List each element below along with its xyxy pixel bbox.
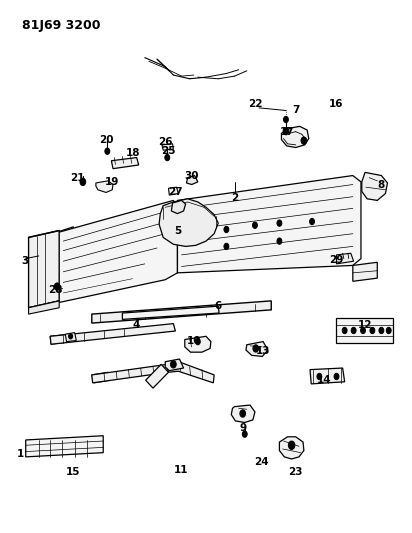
Polygon shape: [353, 262, 377, 281]
Circle shape: [68, 334, 73, 339]
Text: 4: 4: [133, 320, 140, 330]
Text: 17: 17: [280, 127, 295, 136]
Polygon shape: [92, 372, 110, 383]
Text: 3: 3: [21, 256, 28, 266]
Polygon shape: [92, 365, 169, 383]
Polygon shape: [162, 144, 173, 150]
Circle shape: [309, 219, 314, 225]
Circle shape: [370, 327, 375, 334]
Text: 6: 6: [215, 301, 222, 311]
Circle shape: [277, 220, 282, 227]
Circle shape: [171, 361, 176, 368]
Polygon shape: [231, 405, 255, 423]
Polygon shape: [186, 175, 198, 184]
Polygon shape: [178, 175, 361, 273]
Text: 23: 23: [288, 467, 303, 477]
Text: 19: 19: [105, 177, 119, 187]
Polygon shape: [96, 181, 113, 192]
Polygon shape: [165, 359, 184, 370]
Circle shape: [240, 410, 246, 417]
Polygon shape: [26, 435, 103, 457]
Circle shape: [288, 441, 295, 449]
Text: 24: 24: [254, 457, 268, 467]
Polygon shape: [281, 126, 309, 148]
Text: 10: 10: [187, 336, 201, 345]
Text: 27: 27: [168, 188, 183, 197]
Text: 25: 25: [161, 146, 176, 156]
Circle shape: [342, 327, 347, 334]
Circle shape: [277, 238, 282, 244]
Circle shape: [379, 327, 384, 334]
Text: 29: 29: [329, 255, 344, 265]
Polygon shape: [65, 333, 76, 342]
Text: 16: 16: [329, 99, 344, 109]
Text: 2: 2: [231, 193, 238, 203]
Polygon shape: [92, 301, 271, 323]
Text: 11: 11: [174, 465, 189, 475]
Circle shape: [386, 327, 391, 334]
Text: 30: 30: [185, 171, 199, 181]
Polygon shape: [41, 227, 73, 248]
Polygon shape: [28, 301, 59, 314]
Circle shape: [253, 222, 258, 229]
Circle shape: [105, 148, 110, 155]
Text: 21: 21: [70, 173, 85, 183]
Polygon shape: [28, 231, 59, 308]
Polygon shape: [362, 172, 387, 200]
Polygon shape: [51, 200, 178, 302]
Polygon shape: [185, 336, 211, 352]
Text: 28: 28: [48, 285, 62, 295]
Polygon shape: [50, 334, 70, 344]
Circle shape: [54, 283, 60, 290]
Circle shape: [360, 327, 365, 334]
Circle shape: [334, 373, 339, 379]
Polygon shape: [167, 363, 214, 383]
Text: 22: 22: [248, 99, 262, 109]
Circle shape: [301, 137, 307, 144]
Text: 8: 8: [378, 180, 385, 190]
Circle shape: [351, 327, 356, 334]
Polygon shape: [279, 437, 304, 459]
Polygon shape: [122, 306, 219, 319]
Text: 26: 26: [158, 137, 173, 147]
Text: 5: 5: [174, 225, 181, 236]
Text: 15: 15: [66, 467, 81, 477]
Circle shape: [224, 243, 229, 249]
Polygon shape: [310, 368, 345, 384]
Polygon shape: [169, 187, 178, 195]
Circle shape: [224, 227, 229, 233]
Circle shape: [165, 155, 170, 161]
Text: 14: 14: [317, 375, 332, 385]
Polygon shape: [159, 199, 218, 246]
Text: 18: 18: [125, 148, 140, 158]
Text: 81J69 3200: 81J69 3200: [23, 19, 101, 32]
Text: 20: 20: [99, 134, 113, 144]
Polygon shape: [171, 200, 186, 214]
Circle shape: [80, 178, 86, 185]
Circle shape: [253, 345, 259, 352]
Text: 13: 13: [256, 346, 270, 356]
Polygon shape: [50, 324, 176, 344]
Polygon shape: [337, 253, 353, 264]
Circle shape: [283, 116, 288, 123]
Text: 9: 9: [239, 423, 246, 433]
Text: 7: 7: [292, 106, 300, 116]
Text: 12: 12: [358, 320, 372, 330]
Polygon shape: [336, 318, 393, 343]
Polygon shape: [246, 342, 268, 357]
Text: 1: 1: [17, 449, 24, 459]
Circle shape: [317, 373, 322, 379]
Circle shape: [283, 127, 289, 135]
Polygon shape: [145, 365, 169, 388]
Circle shape: [195, 338, 200, 345]
Polygon shape: [111, 158, 139, 168]
Circle shape: [242, 431, 247, 437]
